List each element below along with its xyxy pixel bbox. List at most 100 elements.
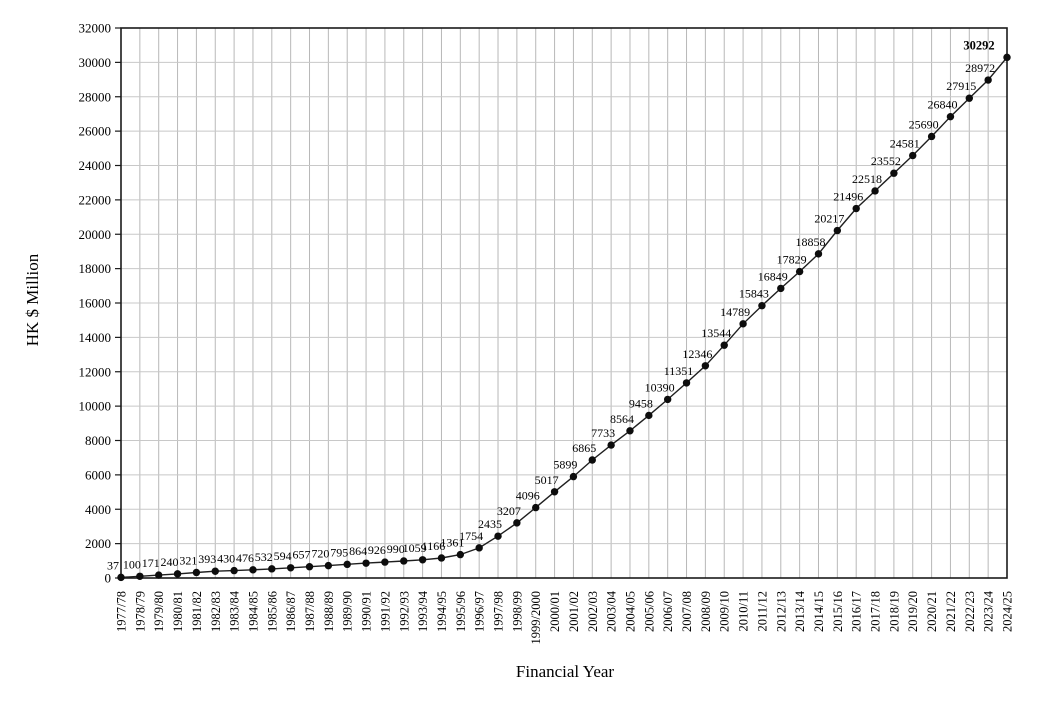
data-point-label: 5017 [535, 473, 559, 487]
data-point [626, 427, 634, 435]
y-tick-label: 0 [105, 571, 112, 586]
data-point [946, 112, 955, 121]
x-tick-label-group: 2024/25 [1001, 591, 1015, 632]
data-point-label: 990 [387, 542, 405, 556]
y-tick-label: 2000 [85, 536, 111, 551]
data-point-label: 18858 [795, 235, 825, 249]
x-tick-label-group: 2007/08 [680, 591, 694, 632]
data-point-label: 594 [274, 549, 292, 563]
x-tick-label-group: 1982/83 [209, 591, 223, 632]
data-point-label: 393 [198, 552, 216, 566]
data-point [268, 565, 276, 573]
x-tick-label-group: 1977/78 [115, 591, 129, 632]
data-point-label: 26840 [927, 98, 957, 112]
x-tick-label-group: 2003/04 [605, 590, 619, 632]
x-tick-label: 2023/24 [982, 590, 996, 632]
x-tick-label: 2021/22 [944, 591, 958, 632]
x-tick-label: 1982/83 [209, 591, 223, 632]
x-tick-label-group: 2013/14 [793, 590, 807, 632]
x-tick-label-group: 2022/23 [963, 591, 977, 632]
x-tick-label: 1995/96 [454, 591, 468, 632]
data-point-label: 24581 [890, 137, 920, 151]
x-tick-label-group: 2014/15 [812, 591, 826, 632]
x-tick-label-group: 2019/20 [906, 591, 920, 632]
data-point-label: 4096 [516, 489, 540, 503]
data-point-label: 12346 [682, 347, 712, 361]
data-point-label: 430 [217, 552, 235, 566]
data-point-label: 5899 [553, 458, 577, 472]
data-point [890, 169, 898, 177]
data-point-label: 7733 [591, 426, 615, 440]
x-tick-label: 1978/79 [133, 591, 147, 632]
data-point [400, 557, 408, 565]
data-point-label: 28972 [965, 61, 995, 75]
x-tick-label-group: 2004/05 [623, 591, 637, 632]
data-point [192, 568, 201, 577]
data-point [1003, 53, 1011, 62]
x-tick-label: 2016/17 [850, 591, 864, 632]
y-tick-label: 20000 [79, 227, 112, 242]
x-tick-label-group: 2010/11 [737, 591, 751, 632]
y-tick-label: 8000 [85, 433, 111, 448]
data-point-label: 22518 [852, 172, 882, 186]
x-tick-label: 1988/89 [322, 591, 336, 632]
x-tick-label-group: 2023/24 [982, 590, 996, 632]
data-point [211, 567, 219, 575]
x-tick-label-group: 1991/92 [378, 591, 392, 632]
x-tick-label-group: 2017/18 [869, 591, 883, 632]
data-point-label: 6865 [572, 441, 596, 455]
x-tick-label-group: 1988/89 [322, 591, 336, 632]
data-point-label: 21496 [833, 190, 863, 204]
data-point-label: 13544 [701, 326, 731, 340]
x-tick-label: 2009/10 [718, 591, 732, 632]
data-point [607, 441, 615, 449]
x-tick-label-group: 2001/02 [567, 591, 581, 632]
x-tick-label: 2018/19 [887, 591, 901, 632]
x-tick-label-group: 1990/91 [360, 591, 374, 632]
x-tick-label-group: 2018/19 [887, 591, 901, 632]
x-tick-label-group: 1998/99 [510, 591, 524, 632]
data-point [777, 284, 785, 293]
data-point [814, 250, 823, 258]
data-point [173, 570, 182, 578]
x-tick-label: 1992/93 [397, 591, 411, 632]
x-tick-label: 2011/12 [755, 591, 769, 632]
data-point-label: 1059 [403, 541, 427, 555]
x-tick-label-group: 2015/16 [831, 591, 845, 632]
x-tick-label-group: 2008/09 [699, 591, 713, 632]
data-point-label: 2435 [478, 517, 502, 531]
data-point [286, 564, 295, 572]
data-point-label: 864 [349, 544, 367, 558]
data-point [550, 488, 559, 496]
data-point [682, 379, 691, 387]
y-tick-label: 16000 [79, 296, 112, 311]
x-tick-label-group: 1992/93 [397, 591, 411, 632]
data-point [136, 572, 144, 580]
series-line [120, 56, 1008, 579]
y-tick-label: 26000 [79, 124, 112, 139]
x-tick-label: 2010/11 [737, 591, 751, 632]
x-tick-label-group: 1987/88 [303, 591, 317, 632]
data-point [795, 267, 804, 276]
data-point-label: 240 [161, 555, 179, 569]
x-tick-label-group: 1979/80 [152, 591, 166, 632]
data-point [720, 341, 728, 349]
x-tick-label: 2002/03 [586, 591, 600, 632]
data-point-label: 1361 [440, 536, 464, 550]
y-tick-label: 22000 [79, 192, 112, 207]
data-point-label: 16849 [758, 269, 788, 283]
data-point-label: 795 [330, 545, 348, 559]
data-point [984, 76, 992, 84]
data-point-label: 1166 [422, 539, 446, 553]
x-tick-label: 1984/85 [246, 591, 260, 632]
x-tick-label: 2014/15 [812, 591, 826, 632]
x-tick-label-group: 1984/85 [246, 591, 260, 632]
x-tick-label: 2006/07 [661, 591, 675, 632]
x-tick-label-group: 1986/87 [284, 591, 298, 632]
y-tick-label: 18000 [79, 261, 112, 276]
data-point [155, 571, 163, 579]
data-point [569, 472, 578, 481]
data-point-label: 532 [255, 550, 273, 564]
x-tick-label: 1987/88 [303, 591, 317, 632]
